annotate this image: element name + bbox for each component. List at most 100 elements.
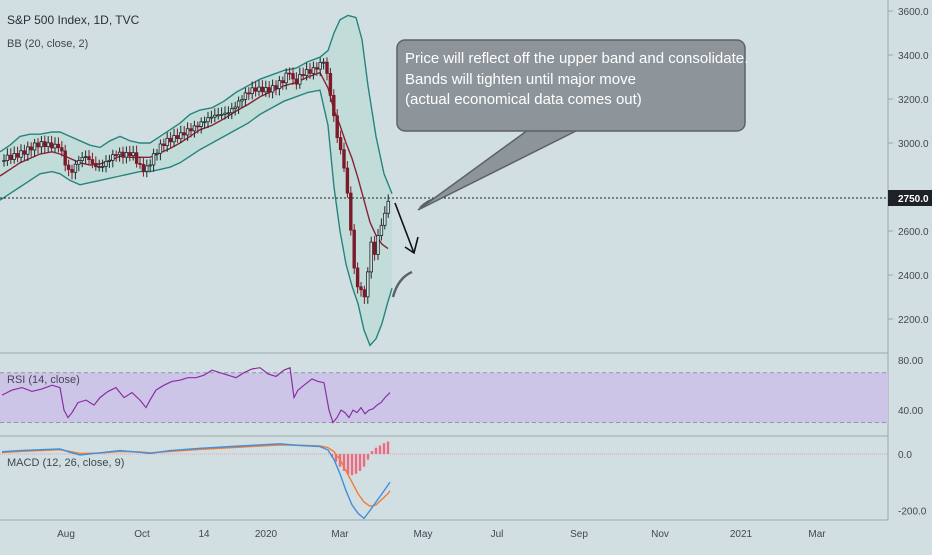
candle-body [287,72,292,75]
candle-body [83,156,88,158]
bollinger-band-fill [0,15,392,346]
candle-body [219,113,224,116]
candle-body [2,160,6,162]
price-pane[interactable] [0,14,393,347]
time-axis[interactable]: Aug Oct 14 2020 Mar May Jul Sep Nov 2021 Mar [57,529,826,540]
candle-body [80,157,84,161]
forecast-arrow-head[interactable] [404,236,419,255]
candle-body [243,92,248,100]
current-price-label: 2750.0 [888,190,932,206]
candle-body [189,128,193,132]
candle-body [5,154,10,161]
macd-histogram-bar [374,447,378,454]
macd-indicator-label[interactable]: MACD (12, 26, close, 9) [7,457,124,469]
candle-body [315,67,319,70]
candle-body [172,135,176,143]
macd-histogram-bar [378,445,382,454]
candle-body [369,241,373,273]
candle-body [376,235,380,255]
candle-body [335,115,339,138]
candle-body [97,166,101,168]
candle-body [267,87,271,93]
time-tick-label: May [414,529,433,540]
candle-body [131,152,135,157]
candle-body [145,165,149,172]
callout-box[interactable] [396,39,746,132]
candle-body [87,156,91,161]
candle-body [19,150,23,158]
candle-body [60,147,64,152]
candle-body [230,108,234,114]
candle-body [270,85,275,93]
price-tick-label: 2400.0 [898,271,929,282]
candle-body [117,151,122,156]
candle-body [70,169,74,173]
candle-body [209,116,214,119]
candle-body [308,69,312,74]
candle-body [39,141,44,148]
candle-body [15,153,20,158]
macd-histogram-bar [334,453,338,462]
candle-body [277,80,282,89]
bb-indicator-label[interactable]: BB (20, close, 2) [7,38,88,50]
macd-histogram-bar [342,453,346,471]
candle-body [182,132,186,136]
candle-body [199,121,203,127]
callout[interactable]: Price will reflect off the upper band an… [396,39,748,211]
candle-body [247,92,251,95]
candle-body [155,152,159,155]
candle-body [311,67,316,74]
candle-body [250,87,254,94]
macd-histogram-bar [370,451,374,454]
candle-body [318,62,322,70]
rsi-indicator-label[interactable]: RSI (14, close) [7,374,80,386]
candle-body [94,163,98,168]
candle-body [338,137,343,151]
rsi-pane[interactable] [0,366,888,424]
candle-body [104,160,108,167]
candle-body [257,86,261,92]
candle-body [233,106,237,110]
candle-body [128,152,132,157]
candle-body [386,200,390,214]
candle-body [383,212,387,226]
rsi-axis[interactable]: 40.00 80.00 [898,356,923,417]
time-tick-label: 2021 [730,529,753,540]
candle-body [301,74,305,76]
forecast-lower-arc[interactable] [391,270,413,298]
chart-title: S&P 500 Index, 1D, TVC [7,13,140,27]
candle-body [26,146,30,155]
candle-body [372,241,377,255]
macd-axis[interactable]: 0.0 -200.0 [898,450,927,518]
macd-histogram-bar [362,453,366,467]
upper-band-line [0,14,393,194]
candle-body [379,224,384,236]
candle-body [22,150,27,155]
candle-body [352,229,356,269]
forecast-arrow-line[interactable] [394,202,415,254]
macd-histogram-bar [358,453,362,471]
rsi-band-fill [0,372,888,423]
callout-line-2: Bands will tighten until major move [405,71,636,88]
callout-line-3: (actual economical data comes out) [405,91,642,108]
candle-body [162,143,166,146]
macd-pane[interactable] [0,441,888,520]
candle-body [192,125,197,132]
candle-body [49,142,54,149]
candle-body [66,164,71,170]
price-axis[interactable]: 2200.0 2400.0 2600.0 3000.0 3200.0 3400.0 3600… [888,7,929,326]
rsi-tick-label: 40.00 [898,406,923,417]
candle-body [196,125,200,128]
lower-band-line [0,89,393,347]
candle-body [148,164,152,167]
candle-body [240,99,244,102]
candle-body [202,121,207,124]
time-tick-label: Mar [331,529,349,540]
candle-body [274,85,278,89]
macd-tick-label: -200.0 [898,507,927,518]
candle-body [179,132,183,140]
candle-body [362,289,367,298]
candle-body [264,87,268,93]
candle-body [63,150,67,166]
